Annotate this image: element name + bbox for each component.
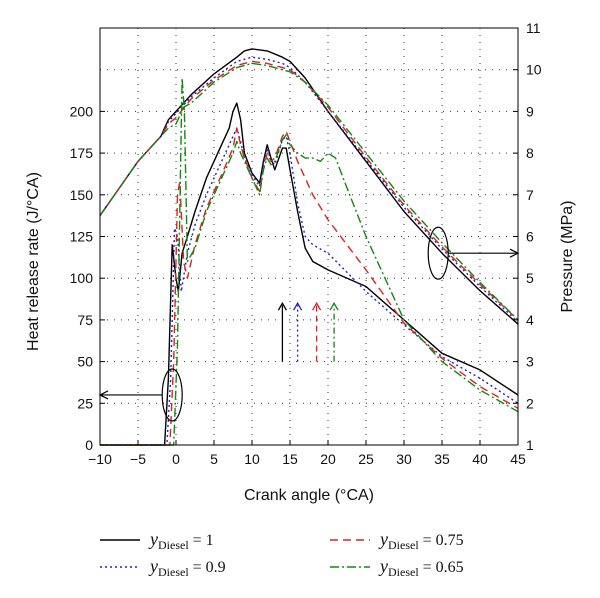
x-tick-label: −5	[130, 451, 146, 467]
hrr-line-series-2	[100, 127, 519, 446]
right-y-axis-label: Pressure (MPa)	[559, 200, 576, 312]
pressure-line-series-4	[99, 62, 519, 321]
x-tick-label: 40	[472, 451, 488, 467]
right-y-tick-label: 2	[526, 395, 534, 411]
left-y-tick-label: 75	[77, 312, 93, 328]
legend-label-3: yDiesel = 0.75	[378, 529, 464, 552]
pressure-line-series-3	[99, 60, 519, 321]
marker-arrow-head-3	[312, 301, 322, 311]
left-y-tick-label: 50	[77, 354, 93, 370]
marker-arrow-head-1	[277, 301, 287, 311]
right-y-tick-label: 10	[526, 62, 542, 78]
x-tick-label: 5	[210, 451, 218, 467]
grid	[100, 28, 518, 445]
marker-arrow-head-4	[329, 301, 339, 311]
left-y-tick-label: 175	[70, 145, 94, 161]
markers-layer	[277, 301, 339, 362]
pressure-line-series-1	[99, 48, 519, 325]
hrr-line-series-4	[100, 77, 519, 446]
left-y-tick-label: 200	[70, 103, 94, 119]
right-y-tick-label: 6	[526, 229, 534, 245]
x-tick-label: 35	[434, 451, 450, 467]
left-y-axis-label: Heat release rate (J/°CA)	[25, 172, 42, 351]
right-y-tick-label: 7	[526, 187, 534, 203]
x-axis-label: Crank angle (°CA)	[244, 487, 374, 504]
right-y-tick-label: 4	[526, 312, 534, 328]
right-y-tick-label: 11	[526, 20, 541, 36]
x-tick-label: 10	[244, 451, 260, 467]
right-y-tick-label: 1	[526, 437, 534, 453]
legend-label-1: yDiesel = 1	[148, 529, 214, 552]
legend: yDiesel = 1 yDiesel = 0.9 yDiesel = 0.75 yD…	[100, 529, 464, 579]
x-tick-label: 25	[358, 451, 374, 467]
left-y-tick-label: 25	[77, 395, 93, 411]
x-tick-label: 15	[282, 451, 298, 467]
ticks-layer: −10 −5 0 5 10 15 20 25 30 35 40 4502550751001251501…	[70, 20, 542, 467]
legend-label-4: yDiesel = 0.65	[378, 556, 464, 579]
hrr-line-series-1	[100, 102, 519, 446]
left-y-tick-label: 150	[70, 187, 94, 203]
right-y-tick-label: 5	[526, 270, 534, 286]
pressure-line-series-2	[99, 56, 519, 323]
right-y-tick-label: 3	[526, 354, 534, 370]
x-tick-label: −10	[88, 451, 112, 467]
x-tick-label: 0	[172, 451, 180, 467]
annotation-ellipse-2	[427, 226, 449, 280]
plot-frame	[99, 27, 519, 446]
right-y-tick-label: 9	[526, 103, 534, 119]
series-layer	[99, 48, 519, 446]
x-tick-label: 30	[396, 451, 412, 467]
marker-arrow-head-2	[293, 301, 303, 311]
left-y-tick-label: 125	[70, 229, 94, 245]
right-y-tick-label: 8	[526, 145, 534, 161]
left-y-tick-label: 0	[85, 437, 93, 453]
left-y-tick-label: 100	[70, 270, 94, 286]
x-tick-label: 45	[510, 451, 526, 467]
x-tick-label: 20	[320, 451, 336, 467]
legend-label-2: yDiesel = 0.9	[148, 556, 226, 579]
hrr-line-series-3	[100, 127, 519, 446]
